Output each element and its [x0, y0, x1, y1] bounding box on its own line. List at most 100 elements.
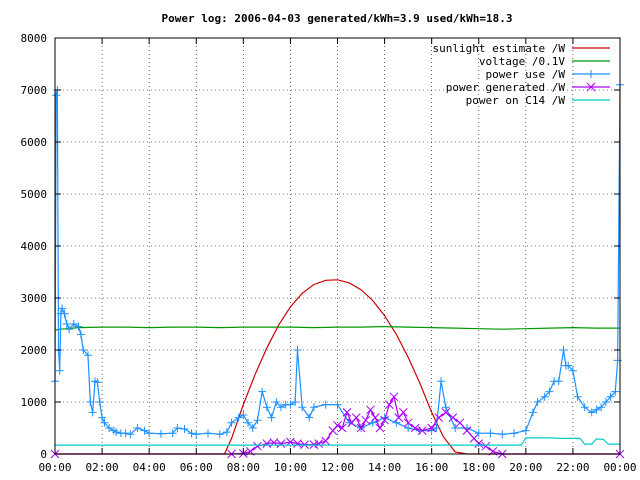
data-point	[356, 423, 366, 433]
data-point	[545, 387, 554, 396]
data-point	[455, 418, 465, 428]
data-point	[580, 403, 589, 412]
x-tick-label: 00:00	[603, 461, 636, 474]
data-point	[342, 408, 352, 417]
data-point	[564, 361, 573, 370]
data-point	[215, 430, 224, 439]
series-1	[54, 325, 620, 331]
data-point	[380, 415, 389, 425]
data-point	[528, 408, 537, 417]
axis-ticks: 00:00 02:00 04:00 06:00 08:00 10:00 12:00 14:00…	[21, 32, 637, 474]
legend-label: power on C14 /W	[466, 94, 566, 107]
legend-item: sunlight estimate /W	[433, 42, 610, 55]
data-point	[510, 429, 519, 438]
data-point	[611, 387, 620, 396]
data-point	[88, 408, 97, 417]
data-point	[298, 403, 307, 412]
data-point	[253, 416, 262, 425]
data-point	[187, 429, 196, 438]
data-point	[441, 403, 450, 412]
legend-marker	[587, 70, 595, 78]
data-point	[375, 423, 385, 433]
data-point	[126, 430, 135, 439]
data-point	[597, 403, 606, 412]
data-point	[60, 309, 69, 318]
y-tick-label: 2000	[21, 344, 48, 357]
data-point	[410, 423, 420, 433]
y-tick-label: 0	[40, 448, 47, 461]
x-tick-label: 12:00	[321, 461, 354, 474]
data-point	[448, 413, 458, 422]
data-point	[180, 425, 189, 434]
data-point	[587, 408, 596, 417]
data-point	[267, 413, 276, 422]
data-point	[244, 418, 253, 427]
data-point	[451, 424, 460, 432]
data-point	[434, 413, 444, 422]
series-line	[54, 84, 621, 435]
legend-item: power use /W	[486, 68, 610, 81]
y-tick-label: 1000	[21, 396, 48, 409]
data-point	[309, 403, 318, 412]
data-point	[227, 418, 236, 427]
series-line	[54, 325, 620, 331]
data-point	[321, 400, 330, 409]
data-point	[239, 411, 248, 419]
series-3	[50, 392, 625, 459]
legend-label: voltage /0.1V	[479, 55, 565, 68]
data-point	[481, 441, 491, 451]
y-tick-label: 6000	[21, 136, 48, 149]
y-tick-label: 3000	[21, 292, 48, 305]
grid-lines	[55, 38, 620, 454]
data-point	[293, 346, 302, 354]
data-point	[427, 423, 437, 433]
x-tick-label: 22:00	[556, 461, 589, 474]
data-point	[173, 424, 182, 432]
data-point	[437, 377, 446, 386]
data-point	[112, 428, 121, 437]
y-tick-label: 7000	[21, 84, 48, 97]
data-point	[333, 421, 342, 430]
data-point	[93, 378, 102, 387]
legend-label: sunlight estimate /W	[433, 42, 566, 55]
data-point	[314, 439, 324, 448]
data-point	[222, 428, 231, 437]
data-point	[58, 304, 67, 313]
y-tick-label: 4000	[21, 240, 48, 253]
legend-item: power generated /W	[446, 81, 610, 94]
data-point	[121, 429, 130, 438]
data-point	[389, 392, 399, 402]
data-point	[76, 330, 85, 339]
data-point	[168, 429, 177, 438]
data-point	[234, 413, 243, 422]
data-point	[474, 439, 484, 448]
data-point	[286, 400, 295, 409]
x-tick-label: 08:00	[227, 461, 260, 474]
data-point	[521, 426, 530, 435]
data-point	[601, 398, 610, 406]
x-tick-label: 10:00	[274, 461, 307, 474]
data-point	[204, 429, 213, 438]
data-point	[305, 413, 314, 422]
data-point	[95, 398, 104, 406]
data-point	[272, 398, 281, 406]
data-point	[432, 424, 441, 432]
data-point	[248, 424, 257, 432]
data-point	[351, 413, 361, 422]
data-point	[540, 392, 549, 401]
data-point	[399, 408, 408, 417]
x-tick-label: 18:00	[462, 461, 495, 474]
data-point	[133, 424, 142, 432]
data-point	[98, 413, 107, 422]
x-tick-label: 14:00	[368, 461, 401, 474]
x-tick-label: 06:00	[180, 461, 213, 474]
x-tick-label: 04:00	[133, 461, 166, 474]
data-point	[156, 429, 165, 438]
data-point	[100, 418, 109, 427]
data-point	[417, 426, 427, 435]
series-line	[55, 279, 620, 455]
data-point	[568, 366, 577, 375]
data-point	[65, 325, 74, 334]
data-point	[554, 377, 563, 386]
